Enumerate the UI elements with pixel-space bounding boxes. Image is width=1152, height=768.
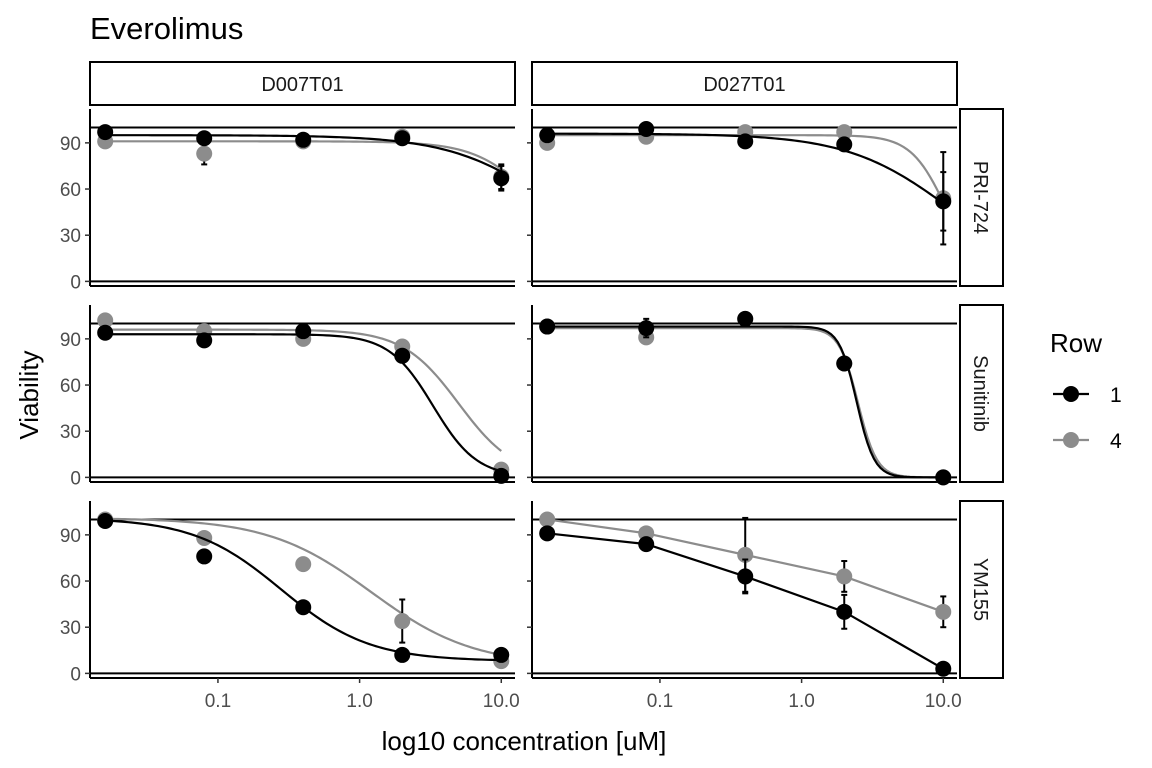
fit-curve	[105, 517, 502, 657]
fit-curve	[105, 333, 502, 473]
panel-D027T01-Sunitinib	[527, 305, 957, 486]
data-point	[97, 324, 114, 341]
fit-curve	[105, 519, 502, 662]
row-strip	[959, 304, 1004, 483]
data-point	[97, 312, 114, 329]
facet-panels: D007T01 D027T01 PRI-724 Sunitinib YM155 0 30 60…	[60, 61, 1004, 712]
data-point	[493, 170, 510, 187]
panel-D027T01-YM155: 0.1 1.0 10.0	[527, 501, 962, 712]
y-tick-label: 60	[60, 180, 81, 201]
fit-curve	[105, 328, 502, 452]
y-tick-label: 0	[70, 664, 81, 685]
data-point	[935, 603, 952, 620]
data-point	[493, 467, 510, 484]
series-1	[539, 121, 952, 232]
panel-D027T01-PRI-724	[527, 109, 957, 287]
chart-title: Everolimus	[90, 11, 243, 46]
y-tick-label: 60	[60, 376, 81, 397]
data-point	[196, 145, 213, 162]
x-axis-title: log10 concentration [uM]	[382, 726, 667, 756]
row-strip-label: YM155	[969, 558, 991, 621]
data-point	[394, 130, 411, 147]
data-point	[737, 310, 754, 327]
fit-curve	[547, 326, 944, 479]
data-point	[935, 469, 952, 486]
legend-title: Row	[1050, 328, 1102, 358]
column-strip	[531, 61, 958, 106]
x-tick-label: 0.1	[647, 691, 673, 712]
y-tick-label: 60	[60, 572, 81, 593]
y-tick-label: 30	[60, 618, 81, 639]
panel-D007T01-Sunitinib: 0 30 60 90	[60, 305, 515, 489]
data-point	[539, 511, 556, 528]
series-1	[539, 525, 952, 677]
x-tick-label: 10.0	[483, 691, 520, 712]
y-tick-label: 90	[60, 134, 81, 155]
data-point	[97, 124, 114, 141]
fit-curve	[547, 325, 944, 479]
series-4	[97, 511, 510, 670]
data-point	[638, 536, 655, 553]
series-4	[539, 511, 952, 629]
row-strip-label: PRI-724	[969, 161, 991, 234]
data-point	[196, 548, 213, 565]
data-point	[196, 130, 213, 147]
data-point	[394, 613, 411, 630]
data-point	[539, 318, 556, 335]
data-point	[295, 599, 312, 616]
y-axis-title: Viability	[14, 350, 44, 439]
series-1	[97, 513, 510, 663]
data-point	[539, 127, 556, 144]
data-point	[638, 121, 655, 138]
data-point	[196, 332, 213, 349]
row-strip	[959, 108, 1004, 287]
data-point	[638, 320, 655, 337]
data-point	[935, 660, 952, 677]
x-tick-label: 10.0	[925, 691, 962, 712]
x-tick-label: 1.0	[788, 691, 814, 712]
column-strip	[89, 61, 516, 106]
data-point	[295, 323, 312, 340]
y-tick-label: 30	[60, 226, 81, 247]
legend-entry-label: 4	[1110, 430, 1122, 453]
data-point	[836, 603, 853, 620]
legend-key-point	[1063, 432, 1079, 448]
series-1	[97, 323, 510, 484]
column-strip-label: D027T01	[703, 74, 785, 96]
x-tick-label: 1.0	[346, 691, 372, 712]
data-point	[737, 546, 754, 563]
panel-D007T01-PRI-724: 0 30 60 90	[60, 109, 515, 293]
data-point	[394, 347, 411, 364]
y-tick-label: 0	[70, 272, 81, 293]
data-point	[836, 124, 853, 141]
data-point	[737, 133, 754, 150]
data-point	[295, 131, 312, 148]
y-tick-label: 90	[60, 330, 81, 351]
y-tick-label: 30	[60, 422, 81, 443]
legend-entry-label: 1	[1110, 384, 1122, 407]
column-strip-label: D007T01	[261, 74, 343, 96]
row-strip	[959, 500, 1004, 679]
data-point	[394, 646, 411, 663]
data-point	[539, 525, 556, 542]
data-point	[737, 568, 754, 585]
data-point	[97, 513, 114, 530]
data-point	[836, 136, 853, 153]
legend-key-point	[1063, 386, 1079, 402]
data-point	[493, 646, 510, 663]
y-tick-label: 90	[60, 526, 81, 547]
y-tick-label: 0	[70, 468, 81, 489]
panel-D007T01-YM155: 0 30 60 90 0.1 1.0 10.0	[60, 501, 520, 712]
data-point	[935, 193, 952, 210]
data-point	[295, 556, 312, 573]
series-1	[539, 310, 952, 486]
data-point	[836, 355, 853, 372]
x-tick-label: 0.1	[205, 691, 231, 712]
series-1	[97, 124, 510, 192]
data-point	[836, 568, 853, 585]
row-strip-label: Sunitinib	[969, 355, 991, 432]
legend: Row 1 4	[1050, 328, 1122, 453]
series-4	[539, 310, 952, 486]
